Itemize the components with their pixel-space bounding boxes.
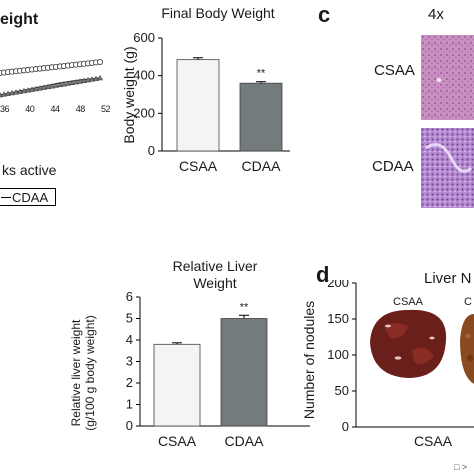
category-label: CDAA xyxy=(242,158,282,174)
xtick-label: 48 xyxy=(75,104,86,114)
triangle-marker xyxy=(0,91,4,98)
y-tick-label: 1 xyxy=(126,397,133,412)
triangle-marker xyxy=(28,86,36,92)
y-axis-label-line: Relative liver weight xyxy=(69,319,83,426)
photo-label: CSAA xyxy=(393,296,424,308)
xtick-label: 36 xyxy=(0,104,10,114)
panel-c-letter: c xyxy=(318,2,331,27)
y-tick-label: 0 xyxy=(126,418,133,433)
y-axis-label: Body weight (g) xyxy=(121,46,137,143)
triangle-marker xyxy=(52,82,60,88)
y-tick-label: 2 xyxy=(126,375,133,390)
triangle-marker xyxy=(72,78,80,85)
histology-image-cdaa xyxy=(421,128,474,208)
csaa-series xyxy=(0,58,104,76)
histology-row-label: CDAA xyxy=(372,158,414,175)
bar xyxy=(220,318,268,427)
y-tick-label: 400 xyxy=(133,68,155,83)
y-tick-label: 6 xyxy=(126,289,133,304)
triangle-marker xyxy=(8,89,16,96)
weight-chart-title-fragment: eight xyxy=(0,11,39,28)
triangle-marker xyxy=(48,83,56,89)
y-tick-label: 3 xyxy=(126,354,133,369)
panel-d-letter: d xyxy=(316,262,330,287)
triangle-marker xyxy=(64,80,72,86)
chart-title-line: Relative Liver xyxy=(173,258,258,274)
triangle-marker xyxy=(4,90,12,96)
triangle-marker xyxy=(0,91,8,97)
liver-photo-csaa xyxy=(366,294,450,384)
legend-line-marker xyxy=(1,196,11,198)
nodules-chart-title-fragment: Liver N xyxy=(424,270,472,287)
y-tick-label: 0 xyxy=(148,143,155,158)
triangle-marker xyxy=(92,75,100,81)
triangle-marker xyxy=(40,84,48,90)
weight-chart-xticks: 36 40 44 48 52 xyxy=(0,104,110,114)
cdaa-series xyxy=(0,74,104,98)
relative-liver-weight-chart: Relative Liver Weight Relative liver wei… xyxy=(69,258,310,449)
weight-chart-xlabel-fragment: ks active xyxy=(2,162,57,178)
chart-title: Final Body Weight xyxy=(161,5,274,21)
y-tick-label: 4 xyxy=(126,332,133,347)
significance-label: ** xyxy=(240,301,249,313)
xtick-label: 40 xyxy=(25,104,35,114)
y-tick-label: 600 xyxy=(133,30,155,45)
final-body-weight-chart: Final Body Weight Body weight (g) 0 200 40… xyxy=(121,5,290,174)
triangle-marker xyxy=(96,74,104,81)
y-tick-label: 200 xyxy=(133,105,155,120)
triangle-marker xyxy=(36,85,44,91)
magnification-label: 4x xyxy=(428,6,444,23)
bar xyxy=(239,82,283,152)
histology-row-label: CSAA xyxy=(374,62,415,79)
bar xyxy=(176,59,220,152)
nodules-legend-fragment: □ > xyxy=(454,462,468,472)
x-axis-label: CSAA xyxy=(414,433,453,449)
category-label: CSAA xyxy=(158,433,197,449)
triangle-marker xyxy=(76,78,84,84)
triangle-marker xyxy=(68,79,76,86)
category-label: CDAA xyxy=(225,433,265,449)
triangle-marker xyxy=(88,76,96,82)
xtick-label: 52 xyxy=(100,104,111,114)
chart-title-line: Weight xyxy=(193,275,236,291)
nodules-chart: Number of nodules 0 50 100 150 200 CSAA C CS… xyxy=(301,280,474,449)
liver-photo-cdaa xyxy=(460,314,474,384)
y-tick-label: 200 xyxy=(327,280,349,290)
triangle-marker xyxy=(12,89,20,95)
weight-line-chart xyxy=(0,58,104,98)
legend-label: CDAA xyxy=(12,189,49,205)
y-tick-label: 0 xyxy=(342,419,349,434)
triangle-marker xyxy=(24,87,32,93)
category-label: CSAA xyxy=(179,158,218,174)
triangle-marker xyxy=(84,76,92,83)
y-tick-label: 150 xyxy=(327,311,349,326)
histology-image-csaa xyxy=(421,35,474,120)
photo-label: C xyxy=(464,296,472,308)
y-tick-label: 5 xyxy=(126,311,133,326)
triangle-marker xyxy=(16,88,24,94)
triangle-marker xyxy=(44,83,52,90)
triangle-marker xyxy=(80,77,88,83)
bar xyxy=(153,343,201,427)
weight-chart-legend: CDAA xyxy=(0,188,56,206)
significance-label: ** xyxy=(257,68,266,80)
y-axis-label: Number of nodules xyxy=(301,301,317,419)
y-tick-label: 100 xyxy=(327,347,349,362)
triangle-marker xyxy=(56,81,64,88)
y-axis-label-line: (g/100 g body weight) xyxy=(83,315,97,430)
triangle-marker xyxy=(32,85,40,92)
xtick-label: 44 xyxy=(50,104,60,114)
triangle-marker xyxy=(20,87,28,94)
circle-marker xyxy=(97,58,104,65)
y-tick-label: 50 xyxy=(335,383,349,398)
triangle-marker xyxy=(60,81,68,87)
